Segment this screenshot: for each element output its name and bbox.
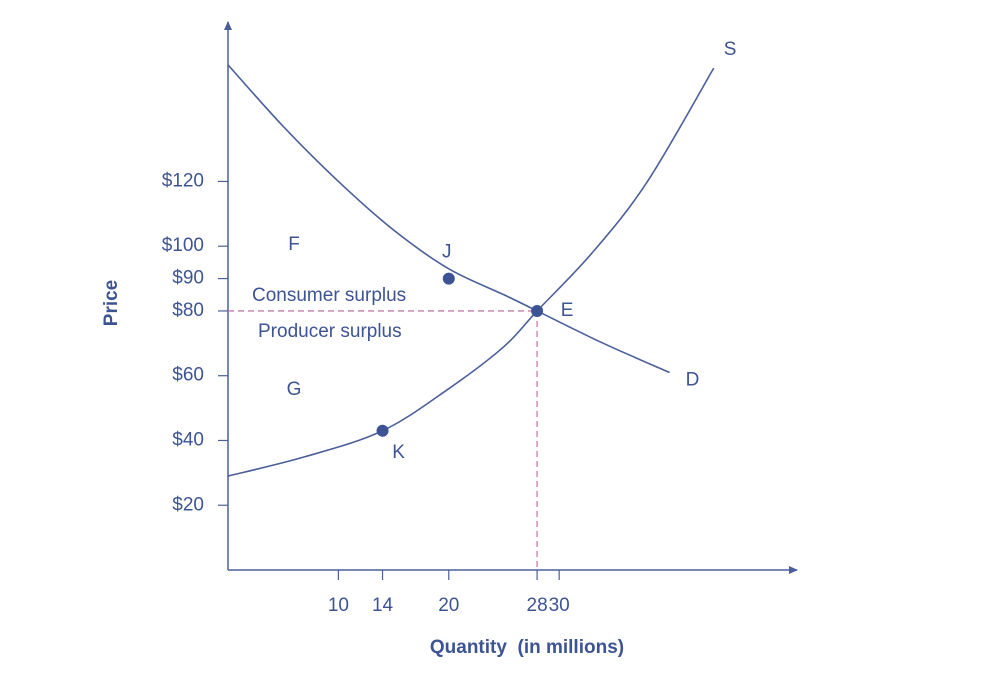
annotation: Producer surplus	[258, 321, 402, 342]
curve	[227, 64, 670, 374]
curve-label: D	[686, 369, 700, 390]
y-tick-label: $120	[162, 170, 204, 191]
x-tick-label: 30	[549, 595, 570, 616]
curve	[227, 67, 715, 477]
annotation: F	[288, 234, 300, 255]
curve-label: S	[724, 39, 737, 60]
point	[531, 304, 544, 317]
y-axis-label: Price	[101, 280, 122, 326]
point	[376, 424, 389, 437]
x-tick-label: 14	[372, 595, 394, 616]
y-tick-label: $80	[172, 300, 204, 321]
point	[442, 272, 455, 285]
x-tick-label: 20	[438, 595, 459, 616]
y-tick-label: $100	[162, 235, 204, 256]
y-tick-label: $60	[172, 365, 204, 386]
y-tick-label: $20	[172, 494, 204, 515]
y-tick-label: $40	[172, 429, 204, 450]
x-tick-label: 10	[328, 595, 349, 616]
x-tick-label: 28	[527, 595, 548, 616]
x-axis-label: Quantity (in millions)	[430, 637, 624, 658]
y-tick-label: $90	[172, 268, 204, 289]
annotation: Consumer surplus	[252, 285, 406, 306]
point-label: K	[392, 442, 405, 463]
annotation: G	[287, 379, 302, 400]
point-label: J	[442, 242, 452, 263]
point-label: E	[561, 300, 574, 321]
